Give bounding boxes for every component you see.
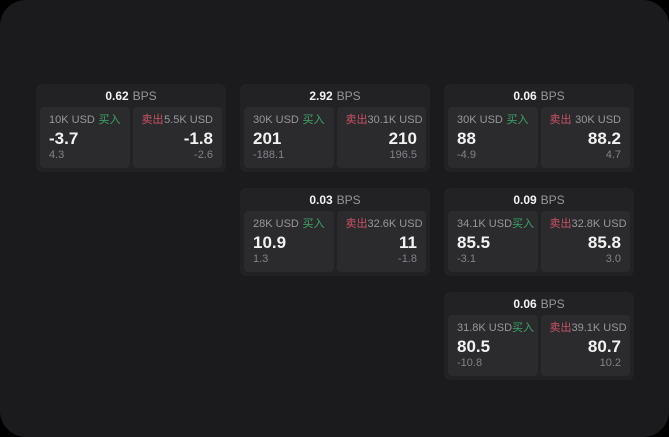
card-body: 10K USD 买入 -3.7 4.3 卖出 5.5K USD -1.8 -2.… (40, 107, 222, 168)
bps-unit: BPS (132, 88, 157, 103)
quote-grid: 0.62 BPS 10K USD 买入 -3.7 4.3 卖出 5.5K USD (36, 84, 634, 380)
card-header: 0.06 BPS (448, 292, 630, 315)
sell-amount: 32.8K USD (571, 218, 627, 230)
sell-sub-value: -2.6 (194, 149, 213, 161)
buy-amount: 31.8K USD (457, 322, 513, 334)
card-body: 28K USD 买入 10.9 1.3 卖出 32.6K USD 11 -1.8 (244, 211, 426, 272)
sell-amount: 39.1K USD (571, 322, 627, 334)
quote-card: 0.06 BPS 30K USD 买入 88 -4.9 卖出 30K USD (444, 84, 634, 172)
buy-panel[interactable]: 34.1K USD 买入 85.5 -3.1 (448, 211, 538, 272)
sell-panel[interactable]: 卖出 30.1K USD 210 196.5 (336, 107, 426, 168)
buy-sub-value: 4.3 (49, 149, 65, 161)
bps-value: 0.06 (513, 296, 537, 311)
bps-value: 2.92 (309, 88, 333, 103)
buy-sub-value: 1.3 (253, 253, 269, 265)
buy-sub-value: -10.8 (457, 357, 483, 369)
quote-card: 0.06 BPS 31.8K USD 买入 80.5 -10.8 卖出 39.1… (444, 292, 634, 380)
buy-panel[interactable]: 31.8K USD 买入 80.5 -10.8 (448, 315, 538, 376)
sell-label: 卖出 (549, 322, 572, 334)
buy-amount: 30K USD (457, 114, 503, 126)
buy-sub-value: -188.1 (253, 149, 285, 161)
sell-sub-value: 4.7 (605, 149, 621, 161)
buy-label: 买入 (98, 114, 121, 126)
buy-price: 85.5 (457, 232, 491, 252)
bps-unit: BPS (540, 296, 565, 311)
sell-price: 88.2 (587, 128, 621, 148)
sell-label: 卖出 (141, 114, 164, 126)
buy-amount: 10K USD (49, 114, 95, 126)
buy-price: 201 (253, 128, 282, 148)
sell-sub-value: -1.8 (398, 253, 417, 265)
card-header: 0.06 BPS (448, 84, 630, 107)
sell-amount: 30.1K USD (367, 114, 423, 126)
buy-price: -3.7 (49, 128, 79, 148)
bps-value: 0.09 (513, 192, 537, 207)
sell-price: 210 (388, 128, 417, 148)
sell-label: 卖出 (549, 114, 572, 126)
sell-label: 卖出 (549, 218, 572, 230)
card-header: 2.92 BPS (244, 84, 426, 107)
buy-price: 10.9 (253, 232, 287, 252)
card-header: 0.62 BPS (40, 84, 222, 107)
card-header: 0.03 BPS (244, 188, 426, 211)
buy-label: 买入 (302, 218, 325, 230)
quote-card: 0.03 BPS 28K USD 买入 10.9 1.3 卖出 32.6K US… (240, 188, 430, 276)
quote-card: 2.92 BPS 30K USD 买入 201 -188.1 卖出 30.1K … (240, 84, 430, 172)
buy-amount: 28K USD (253, 218, 299, 230)
bps-unit: BPS (336, 192, 361, 207)
buy-panel[interactable]: 28K USD 买入 10.9 1.3 (244, 211, 334, 272)
sell-amount: 30K USD (575, 114, 621, 126)
buy-label: 买入 (512, 322, 535, 334)
sell-label: 卖出 (345, 218, 368, 230)
bps-unit: BPS (336, 88, 361, 103)
buy-price: 80.5 (457, 336, 491, 356)
card-body: 34.1K USD 买入 85.5 -3.1 卖出 32.8K USD 85.8… (448, 211, 630, 272)
buy-sub-value: -4.9 (457, 149, 476, 161)
sell-panel[interactable]: 卖出 30K USD 88.2 4.7 (540, 107, 630, 168)
sell-sub-value: 10.2 (599, 357, 621, 369)
buy-label: 买入 (512, 218, 535, 230)
buy-panel[interactable]: 30K USD 买入 88 -4.9 (448, 107, 538, 168)
bps-unit: BPS (540, 192, 565, 207)
quote-card: 0.09 BPS 34.1K USD 买入 85.5 -3.1 卖出 32.8K… (444, 188, 634, 276)
card-body: 30K USD 买入 201 -188.1 卖出 30.1K USD 210 1… (244, 107, 426, 168)
sell-panel[interactable]: 卖出 39.1K USD 80.7 10.2 (540, 315, 630, 376)
buy-panel[interactable]: 10K USD 买入 -3.7 4.3 (40, 107, 130, 168)
sell-price: 80.7 (587, 336, 621, 356)
sell-price: -1.8 (183, 128, 213, 148)
buy-panel[interactable]: 30K USD 买入 201 -188.1 (244, 107, 334, 168)
quote-card: 0.62 BPS 10K USD 买入 -3.7 4.3 卖出 5.5K USD (36, 84, 226, 172)
sell-panel[interactable]: 卖出 32.6K USD 11 -1.8 (336, 211, 426, 272)
sell-amount: 5.5K USD (164, 114, 213, 126)
sell-price: 85.8 (587, 232, 621, 252)
buy-sub-value: -3.1 (457, 253, 476, 265)
bps-value: 0.62 (105, 88, 129, 103)
sell-price: 11 (399, 232, 417, 252)
sell-panel[interactable]: 卖出 32.8K USD 85.8 3.0 (540, 211, 630, 272)
card-body: 31.8K USD 买入 80.5 -10.8 卖出 39.1K USD 80.… (448, 315, 630, 376)
sell-label: 卖出 (345, 114, 368, 126)
sell-panel[interactable]: 卖出 5.5K USD -1.8 -2.6 (132, 107, 222, 168)
buy-amount: 34.1K USD (457, 218, 513, 230)
buy-label: 买入 (302, 114, 325, 126)
card-header: 0.09 BPS (448, 188, 630, 211)
sell-amount: 32.6K USD (367, 218, 423, 230)
buy-price: 88 (457, 128, 476, 148)
buy-label: 买入 (506, 114, 529, 126)
sell-sub-value: 3.0 (605, 253, 621, 265)
bps-value: 0.03 (309, 192, 333, 207)
card-body: 30K USD 买入 88 -4.9 卖出 30K USD 88.2 4.7 (448, 107, 630, 168)
bps-value: 0.06 (513, 88, 537, 103)
bps-unit: BPS (540, 88, 565, 103)
sell-sub-value: 196.5 (389, 149, 417, 161)
buy-amount: 30K USD (253, 114, 299, 126)
